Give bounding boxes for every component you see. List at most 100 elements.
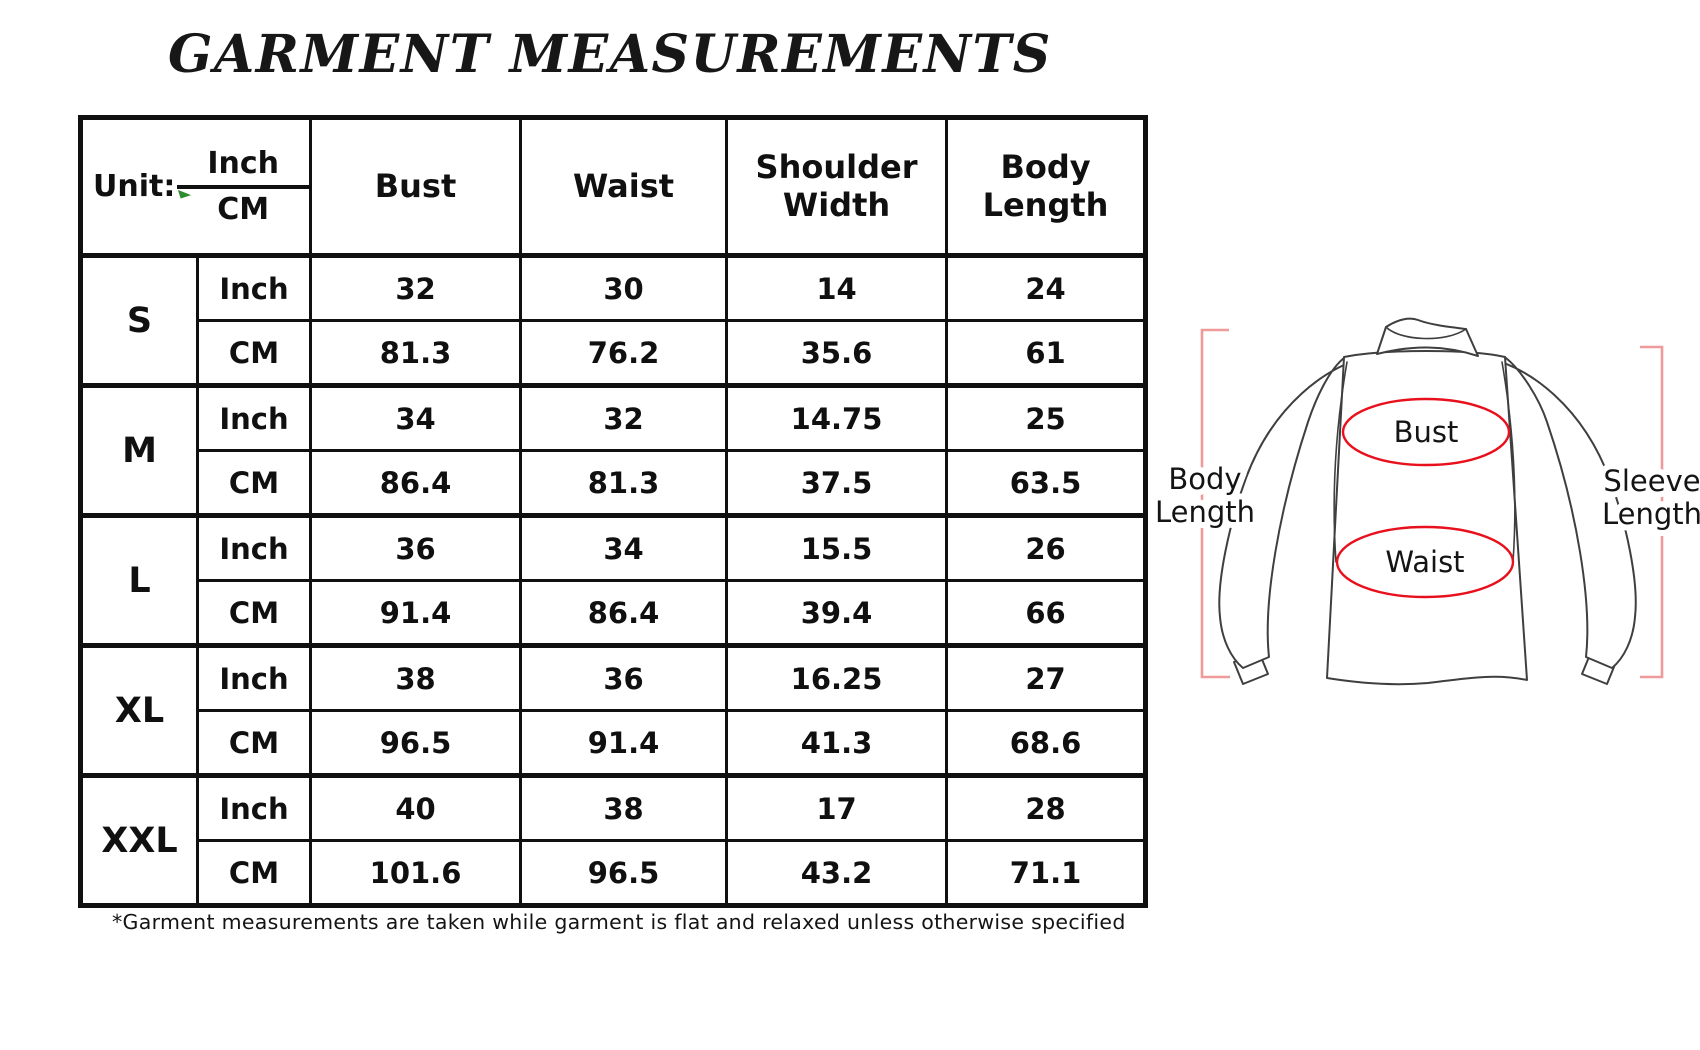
value-cell: 36 [519,643,729,712]
size-label-xl: XL [79,643,199,777]
value-cell: 40 [309,773,523,842]
row-unit-label: CM [195,449,313,517]
unit-header-cell: Unit: Inch CM [78,116,313,258]
column-header-waist: Waist [519,116,729,258]
garment-outline [1218,317,1637,686]
size-label-l: L [79,513,199,647]
value-cell: 38 [519,773,729,842]
row-unit-label: CM [195,319,313,387]
right-armhole-seam [1501,361,1516,563]
value-cell: 86.4 [309,449,523,517]
column-header-bust: Bust [309,116,523,258]
measure-brackets [1200,328,1664,679]
table-header-row: Unit: Inch CM Bust Waist Shoulder Width … [78,116,1148,258]
value-cell: 16.25 [725,643,949,712]
table-row: M Inch 34 32 14.75 25 [79,383,1148,517]
value-cell: 86.4 [519,579,729,647]
value-cell: 81.3 [309,319,523,387]
size-chart-table: Unit: Inch CM Bust Waist Shoulder Width … [78,115,1149,908]
value-cell: 34 [309,383,523,452]
value-cell: 61 [945,319,1148,387]
value-cell: 68.6 [945,709,1148,777]
unit-fraction: Inch CM [177,146,310,227]
unit-label: Unit: [93,168,176,204]
row-unit-label: CM [195,579,313,647]
value-cell: 96.5 [309,709,523,777]
unit-cm-label: CM [217,191,270,227]
left-armhole-seam [1333,361,1348,563]
measure-ellipses [1335,397,1515,599]
value-cell: 91.4 [519,709,729,777]
value-cell: 37.5 [725,449,949,517]
row-unit-label: Inch [195,773,313,842]
value-cell: 38 [309,643,523,712]
value-cell: 91.4 [309,579,523,647]
value-cell: 26 [945,513,1148,582]
table-row: CM 91.4 86.4 39.4 66 [81,579,1148,647]
collar [1376,317,1479,357]
table-row: CM 101.6 96.5 43.2 71.1 [81,839,1148,907]
body-length-label-line2: Length [1155,495,1255,529]
table-row: CM 86.4 81.3 37.5 63.5 [81,449,1148,517]
table-row: CM 81.3 76.2 35.6 61 [81,319,1148,387]
inner-neckline [1385,326,1467,340]
sleeve-length-bracket [1640,345,1664,679]
value-cell: 17 [725,773,949,842]
value-cell: 14 [725,253,949,322]
value-cell: 32 [309,253,523,322]
row-unit-label: Inch [195,643,313,712]
value-cell: 39.4 [725,579,949,647]
value-cell: 81.3 [519,449,729,517]
value-cell: 24 [945,253,1148,322]
sleeve-length-label-line1: Sleeve [1603,464,1700,498]
page-title: GARMENT MEASUREMENTS [168,24,1052,85]
unit-wrap: Unit: Inch CM [83,120,310,253]
value-cell: 63.5 [945,449,1148,517]
row-unit-label: Inch [195,253,313,322]
table-row: XXL Inch 40 38 17 28 [79,773,1148,907]
size-label-s: S [79,253,199,387]
value-cell: 28 [945,773,1148,842]
value-cell: 43.2 [725,839,949,907]
value-cell: 30 [519,253,729,322]
value-cell: 35.6 [725,319,949,387]
value-cell: 15.5 [725,513,949,582]
value-cell: 25 [945,383,1148,452]
bust-label: Bust [1394,415,1459,449]
left-sleeve [1218,353,1378,669]
value-cell: 14.75 [725,383,949,452]
column-header-shoulder-width: Shoulder Width [725,116,949,258]
measurement-footnote: *Garment measurements are taken while ga… [112,910,1126,934]
value-cell: 101.6 [309,839,523,907]
row-unit-label: CM [195,839,313,907]
body-length-label-line1: Body [1168,462,1241,496]
table-row: S Inch 32 30 14 24 [79,253,1148,387]
table-row: XL Inch 38 36 16.25 27 [79,643,1148,777]
row-unit-label: Inch [195,383,313,452]
value-cell: 32 [519,383,729,452]
table-row: L Inch 36 34 15.5 26 [79,513,1148,647]
right-sleeve [1477,355,1637,669]
size-label-xxl: XXL [79,773,199,907]
value-cell: 76.2 [519,319,729,387]
waist-ellipse [1335,525,1515,599]
body-length-bracket [1200,328,1230,679]
row-unit-label: Inch [195,513,313,582]
garment-diagram: Bust Waist Body Length Sleeve Length [1150,317,1700,686]
column-header-body-length: Body Length [945,116,1148,258]
value-cell: 34 [519,513,729,582]
sleeve-length-label-line2: Length [1602,497,1700,531]
garment-body [1326,350,1528,686]
value-cell: 27 [945,643,1148,712]
size-label-m: M [79,383,199,517]
value-cell: 96.5 [519,839,729,907]
table-row: CM 96.5 91.4 41.3 68.6 [81,709,1148,777]
waist-label: Waist [1385,545,1464,579]
value-cell: 71.1 [945,839,1148,907]
value-cell: 41.3 [725,709,949,777]
bust-ellipse [1341,397,1511,467]
value-cell: 36 [309,513,523,582]
value-cell: 66 [945,579,1148,647]
row-unit-label: CM [195,709,313,777]
